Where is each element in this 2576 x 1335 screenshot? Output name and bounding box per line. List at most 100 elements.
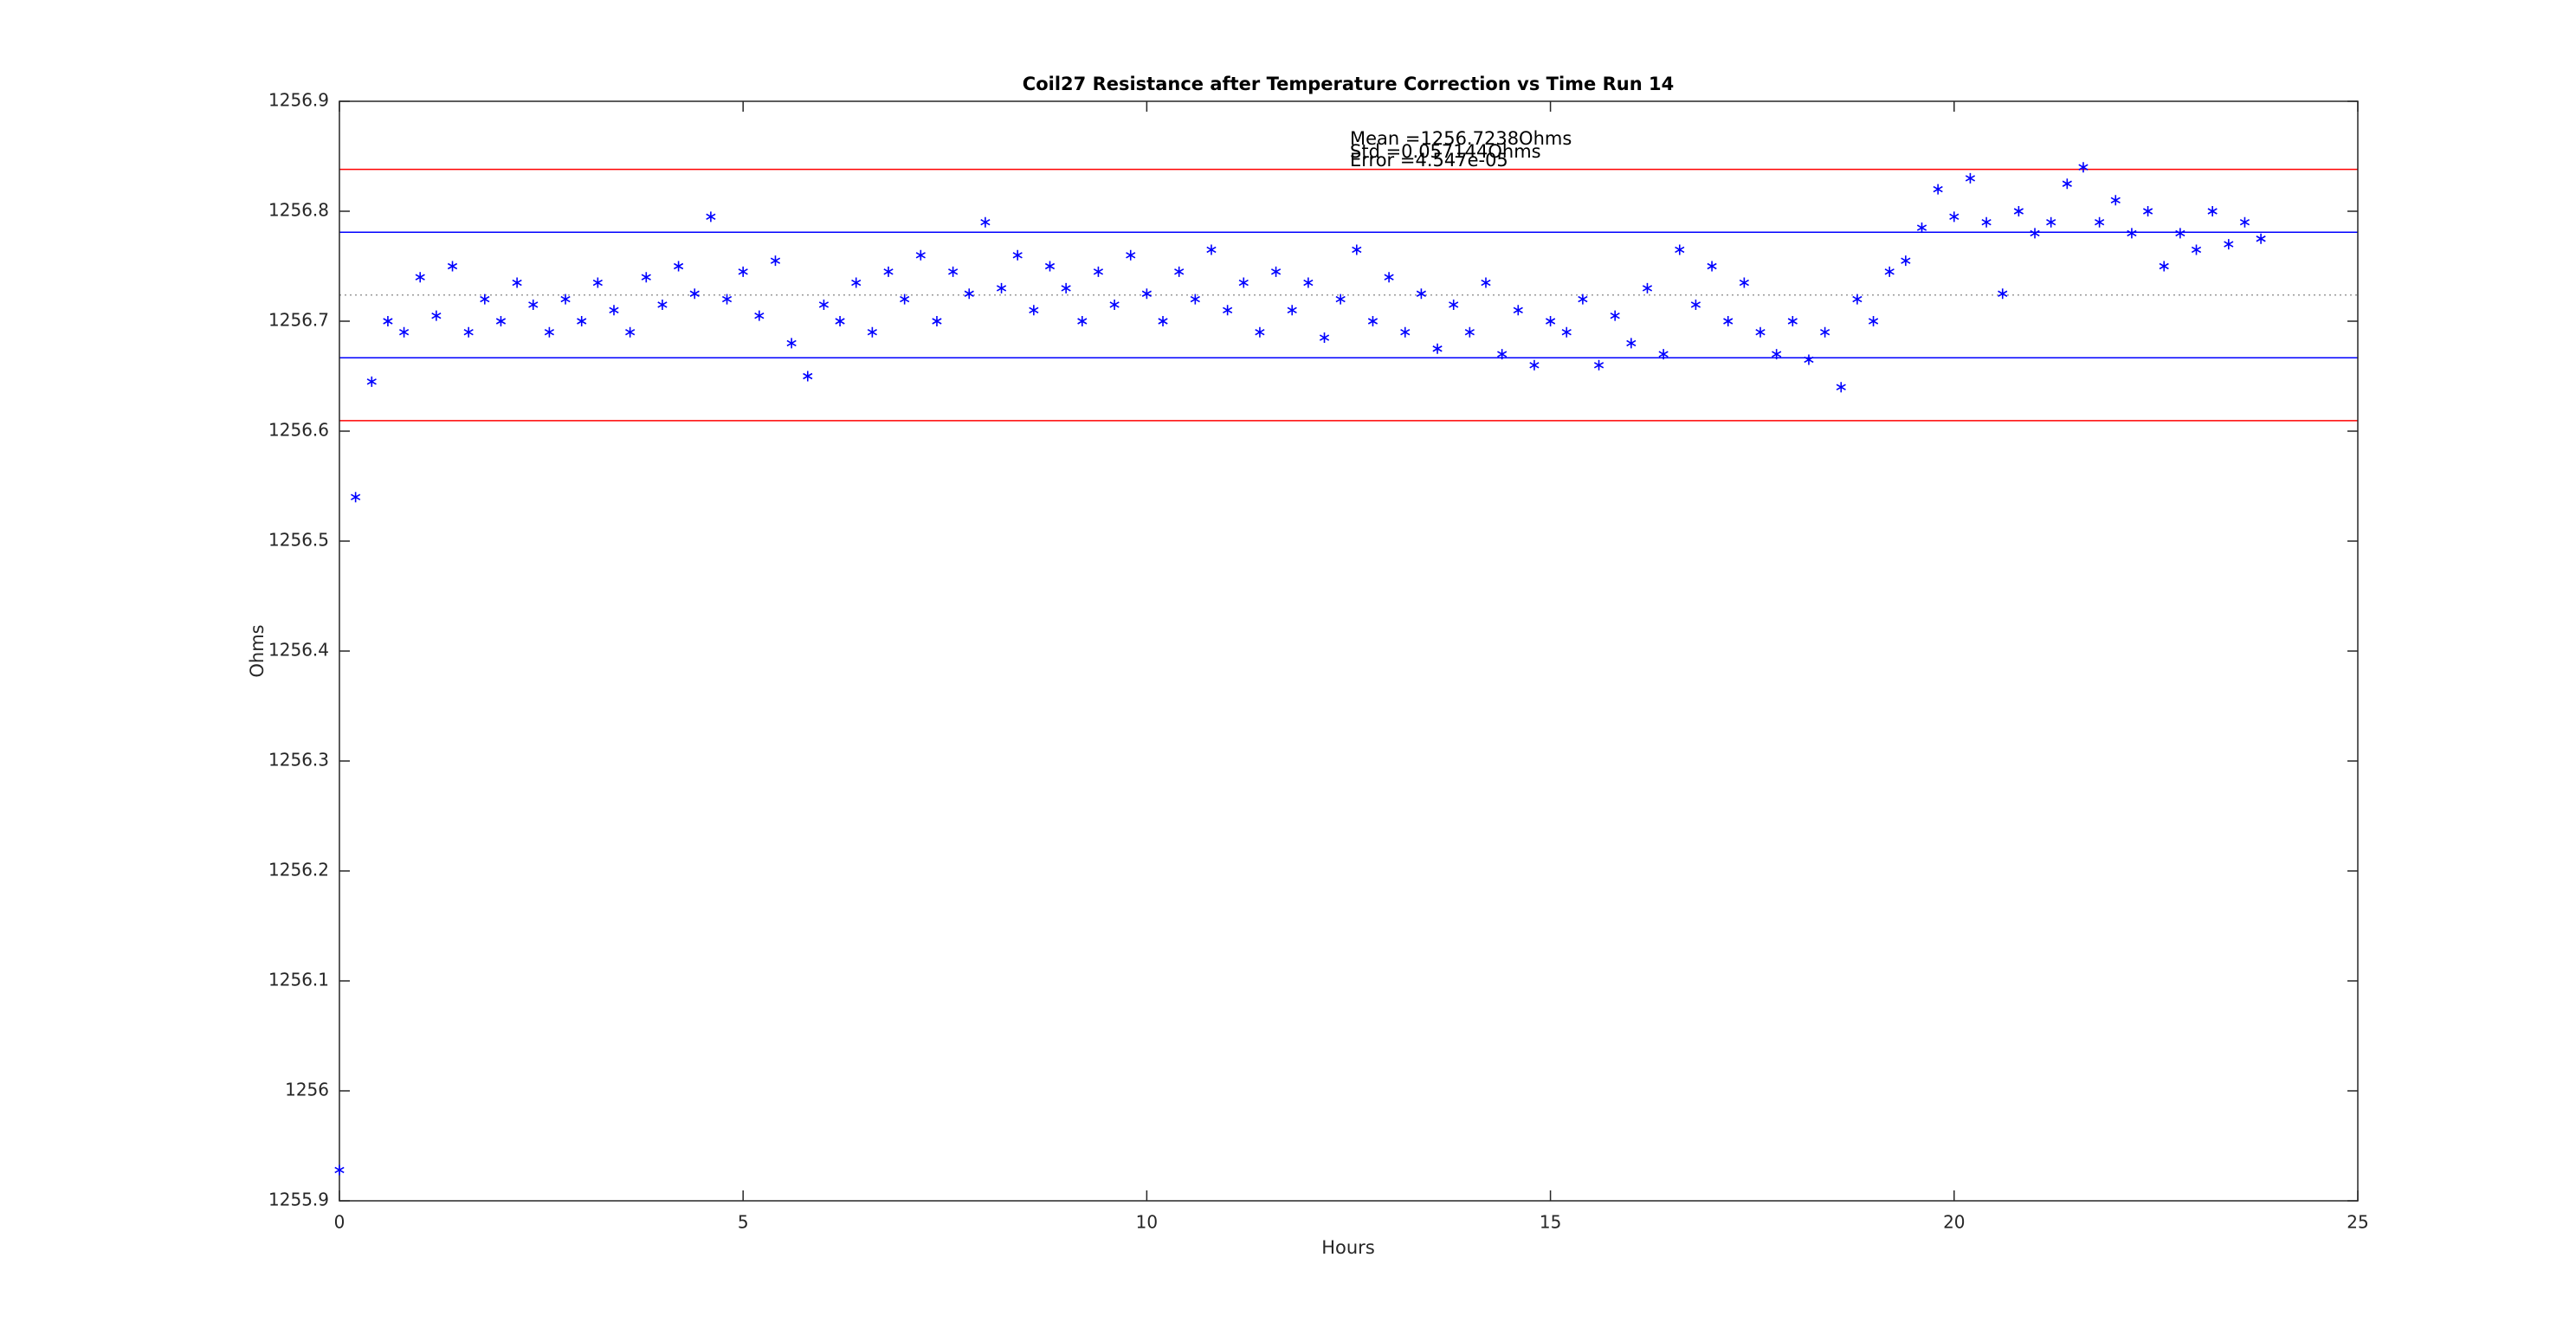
data-point [641, 272, 651, 283]
data-point [383, 316, 393, 326]
data-point [1174, 266, 1185, 277]
data-point [1077, 316, 1088, 326]
data-point [1739, 277, 1749, 288]
data-point [2095, 216, 2105, 228]
y-tick-label: 1256.3 [268, 750, 329, 771]
data-point [1352, 244, 1362, 255]
data-point [2256, 233, 2266, 244]
data-point [512, 277, 522, 288]
data-point [657, 299, 668, 310]
data-point [851, 277, 862, 288]
data-point [1772, 349, 1782, 360]
data-point [398, 326, 410, 338]
data-point [1998, 288, 2008, 300]
data-point [900, 293, 910, 305]
data-point [1949, 211, 1959, 222]
data-point [915, 249, 926, 261]
y-tick-label: 1256.2 [268, 860, 329, 880]
annotation: Std =0.057144Ohms [1350, 141, 1541, 162]
data-point [1755, 326, 1766, 338]
data-point [1109, 299, 1120, 310]
data-point [480, 293, 490, 305]
data-point [674, 261, 684, 272]
data-point [1400, 326, 1411, 338]
y-tick-label: 1256.5 [268, 530, 329, 551]
x-tick-label: 5 [738, 1212, 749, 1233]
data-point [932, 316, 942, 326]
data-point [996, 282, 1007, 293]
y-tick-label: 1256.7 [268, 310, 329, 331]
data-point [1804, 354, 1814, 365]
data-point [2030, 228, 2040, 239]
data-point [2159, 261, 2169, 272]
data-point [1384, 272, 1394, 283]
data-point [2046, 216, 2056, 228]
data-point [2175, 228, 2185, 239]
data-point [1836, 382, 1846, 393]
y-tick-label: 1255.9 [268, 1190, 329, 1210]
data-point [1707, 261, 1717, 272]
data-point [1141, 288, 1152, 300]
y-tick-label: 1256.9 [268, 90, 329, 111]
data-point [1093, 266, 1104, 277]
data-point [1820, 326, 1830, 338]
data-point [1158, 316, 1168, 326]
y-tick-label: 1256 [285, 1080, 329, 1100]
data-point [1449, 299, 1459, 310]
x-tick-label: 10 [1136, 1212, 1158, 1233]
data-point [495, 316, 507, 326]
annotation: Mean =1256.7238Ohms [1350, 128, 1572, 149]
x-tick-label: 20 [1943, 1212, 1965, 1233]
data-point [1981, 216, 1992, 228]
data-point [964, 288, 974, 300]
data-point [1593, 359, 1604, 371]
y-tick-label: 1256.1 [268, 970, 329, 990]
data-point [948, 266, 959, 277]
data-point [1578, 293, 1588, 305]
data-point [689, 288, 700, 300]
data-point [1223, 305, 1233, 316]
data-point [1546, 316, 1556, 326]
data-point [609, 305, 619, 316]
data-point [1626, 338, 1637, 349]
data-point [1561, 326, 1572, 338]
data-point [1497, 349, 1508, 360]
data-point [1126, 249, 1136, 261]
data-point [1432, 343, 1443, 354]
data-point [1029, 305, 1039, 316]
data-point [1044, 261, 1056, 272]
data-point [1190, 293, 1200, 305]
data-point [592, 277, 603, 288]
data-point [415, 272, 425, 283]
y-tick-label: 1256.8 [268, 200, 329, 221]
data-point [1787, 316, 1798, 326]
data-point [1916, 222, 1927, 234]
y-tick-label: 1256.4 [268, 640, 329, 661]
data-point [818, 299, 830, 310]
data-point [980, 216, 991, 228]
data-point [351, 492, 361, 503]
data-point [835, 316, 845, 326]
data-point [1416, 288, 1427, 300]
data-point [2062, 178, 2072, 190]
x-axis-label: Hours [1321, 1237, 1375, 1258]
data-point [867, 326, 877, 338]
data-point [1255, 326, 1265, 338]
data-point [528, 299, 539, 310]
data-point [2142, 206, 2153, 216]
data-point [1061, 282, 1071, 293]
data-point [1319, 332, 1330, 344]
data-point [1868, 316, 1879, 326]
data-point [1270, 266, 1282, 277]
data-point [883, 266, 894, 277]
y-axis-label: Ohms [247, 624, 268, 677]
data-point [2013, 206, 2024, 216]
data-point [334, 1164, 345, 1176]
data-point [1464, 326, 1475, 338]
data-point [1933, 184, 1943, 195]
data-point [625, 326, 636, 338]
data-point [1690, 299, 1701, 310]
data-point [1675, 244, 1685, 255]
y-tick-label: 1256.6 [268, 420, 329, 441]
data-point [2207, 206, 2218, 216]
